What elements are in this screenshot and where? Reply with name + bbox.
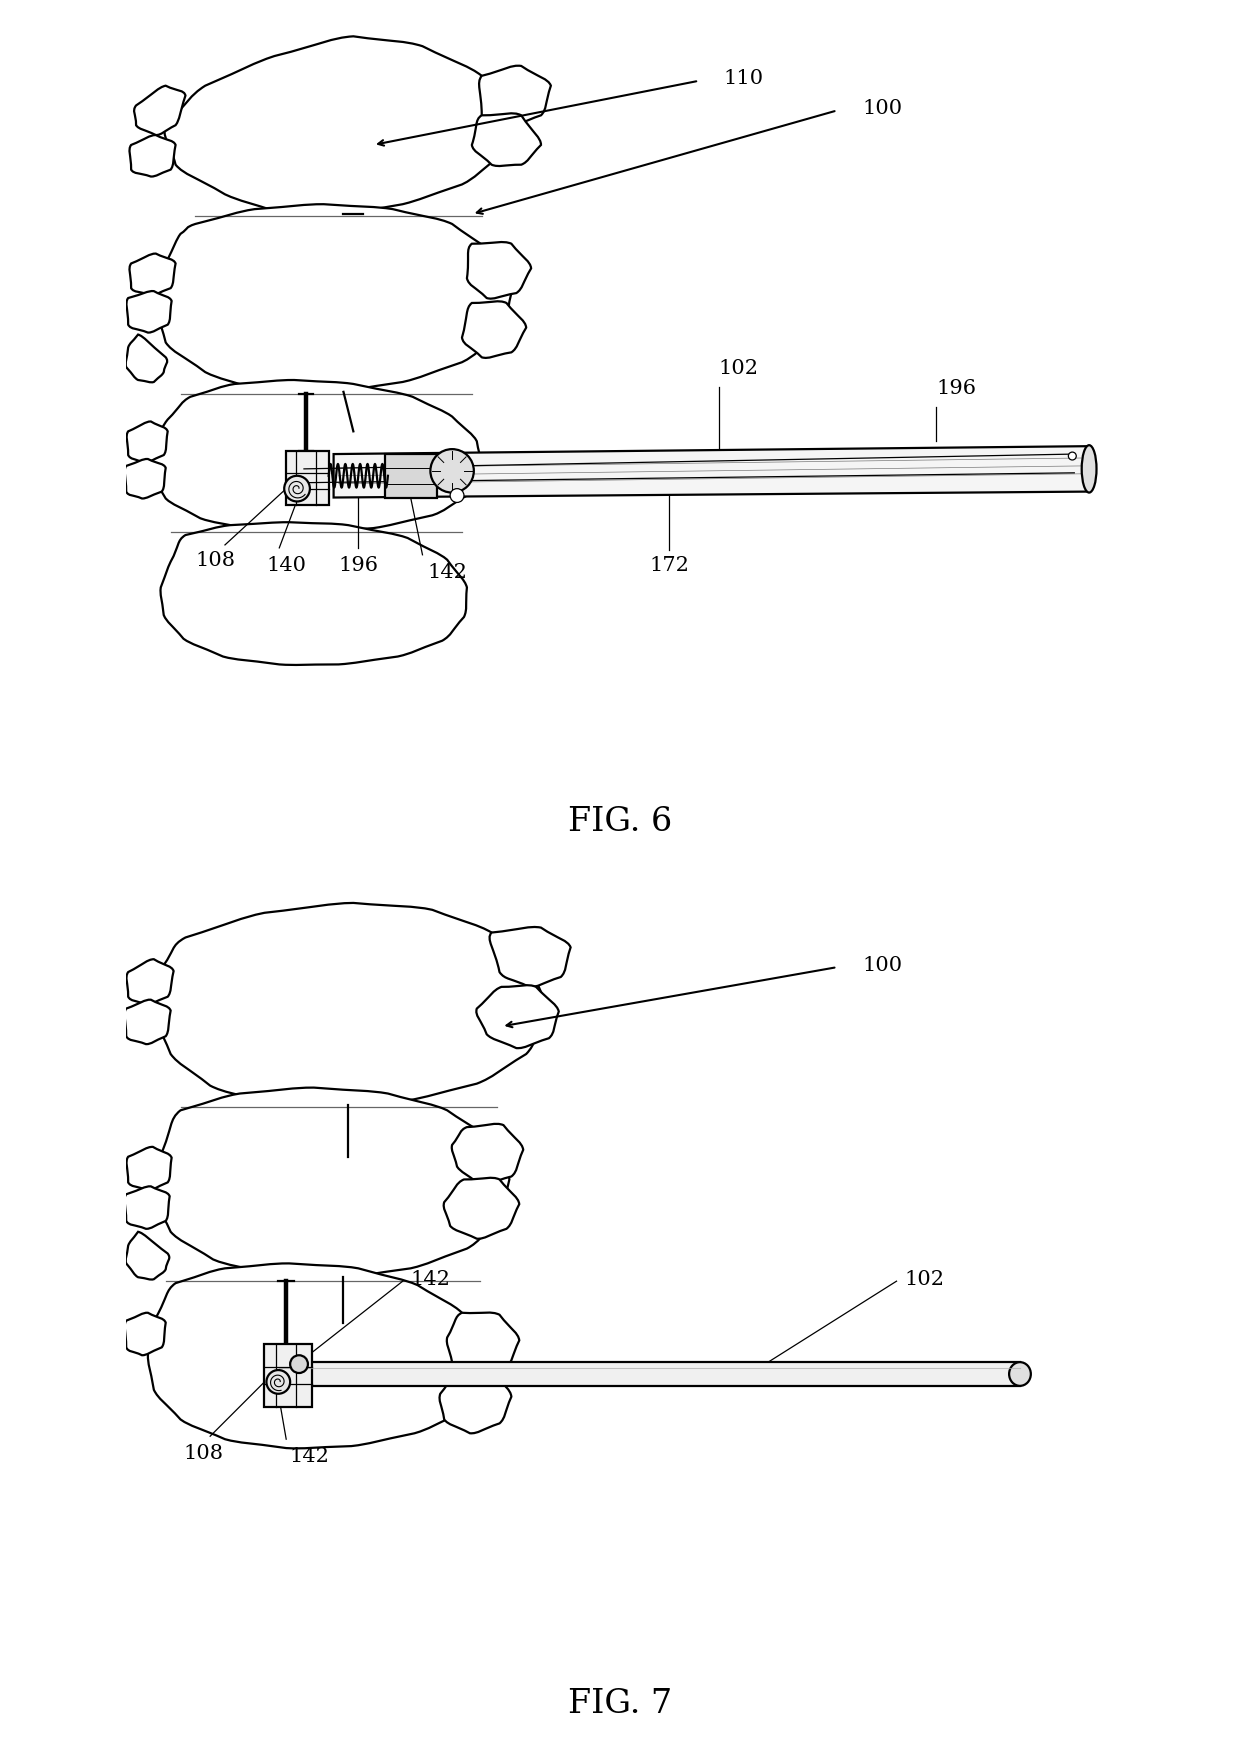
PathPatch shape — [126, 291, 171, 333]
FancyBboxPatch shape — [264, 1344, 312, 1408]
PathPatch shape — [134, 86, 186, 135]
PathPatch shape — [165, 37, 511, 216]
PathPatch shape — [334, 448, 1089, 498]
PathPatch shape — [160, 523, 467, 665]
PathPatch shape — [129, 254, 176, 297]
Text: 196: 196 — [936, 379, 976, 398]
Circle shape — [267, 1371, 290, 1393]
Circle shape — [284, 477, 310, 502]
PathPatch shape — [463, 302, 526, 358]
PathPatch shape — [129, 135, 176, 177]
Circle shape — [430, 449, 474, 493]
Circle shape — [290, 1355, 308, 1372]
Ellipse shape — [1009, 1362, 1030, 1386]
PathPatch shape — [125, 1232, 170, 1279]
PathPatch shape — [124, 1186, 170, 1228]
Text: 110: 110 — [724, 68, 764, 88]
Text: 108: 108 — [184, 1443, 223, 1462]
PathPatch shape — [124, 1000, 171, 1044]
PathPatch shape — [126, 960, 174, 1006]
Text: 196: 196 — [339, 556, 378, 574]
PathPatch shape — [451, 1125, 523, 1185]
Text: 100: 100 — [862, 98, 901, 118]
PathPatch shape — [472, 114, 541, 167]
Text: 172: 172 — [650, 556, 689, 574]
Text: 102: 102 — [904, 1269, 945, 1288]
PathPatch shape — [125, 335, 167, 383]
FancyBboxPatch shape — [286, 451, 329, 505]
PathPatch shape — [125, 460, 166, 498]
PathPatch shape — [126, 423, 167, 463]
Circle shape — [1069, 453, 1076, 462]
PathPatch shape — [490, 927, 570, 988]
PathPatch shape — [125, 1313, 166, 1355]
Ellipse shape — [1081, 446, 1096, 493]
PathPatch shape — [151, 381, 482, 534]
Text: 142: 142 — [410, 1269, 450, 1288]
PathPatch shape — [154, 1088, 510, 1278]
Text: 142: 142 — [289, 1446, 329, 1465]
Text: 108: 108 — [195, 551, 236, 570]
Text: 140: 140 — [267, 556, 306, 574]
Text: 142: 142 — [428, 562, 467, 581]
Text: 102: 102 — [719, 358, 759, 377]
PathPatch shape — [126, 1148, 171, 1190]
PathPatch shape — [476, 986, 559, 1048]
Circle shape — [450, 490, 464, 504]
PathPatch shape — [479, 67, 551, 126]
Text: FIG. 7: FIG. 7 — [568, 1687, 672, 1718]
Text: 100: 100 — [862, 955, 901, 974]
PathPatch shape — [439, 1371, 511, 1434]
PathPatch shape — [334, 212, 374, 276]
PathPatch shape — [156, 205, 511, 393]
FancyBboxPatch shape — [384, 455, 438, 498]
PathPatch shape — [154, 904, 546, 1107]
PathPatch shape — [148, 1264, 484, 1448]
PathPatch shape — [444, 1178, 520, 1239]
Text: FIG. 6: FIG. 6 — [568, 806, 672, 837]
PathPatch shape — [279, 1362, 1021, 1386]
PathPatch shape — [446, 1313, 520, 1378]
PathPatch shape — [467, 242, 531, 300]
